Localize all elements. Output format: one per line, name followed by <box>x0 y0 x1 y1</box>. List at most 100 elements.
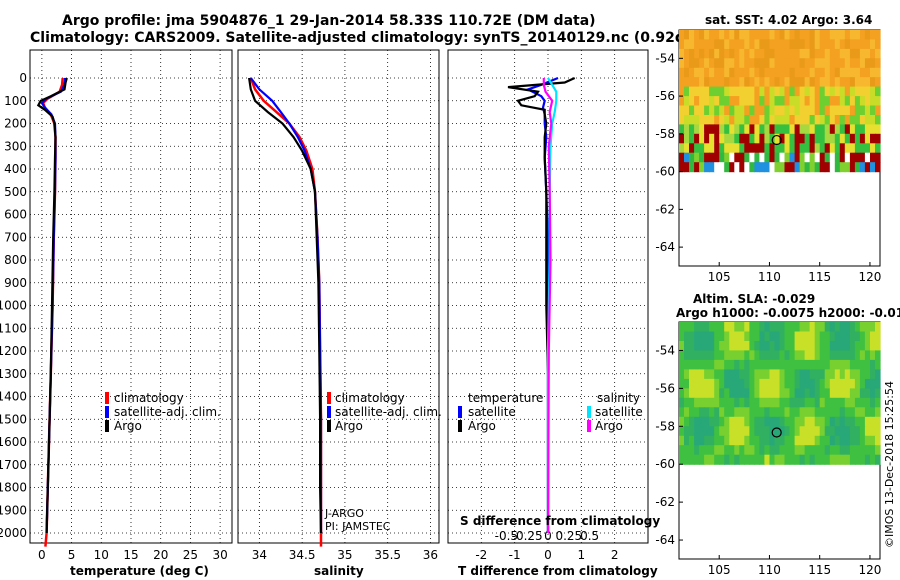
map-cell <box>754 67 760 78</box>
map-cell <box>704 124 710 135</box>
map-cell <box>724 454 730 465</box>
map-lat-label: -56 <box>655 381 675 395</box>
map-cell <box>744 388 750 399</box>
map-cell <box>819 115 826 125</box>
sla-map-title: Altim. SLA: -0.029 <box>693 292 815 306</box>
map-lat-label: -62 <box>655 495 675 509</box>
map-cell <box>779 341 786 352</box>
map-cell <box>849 162 856 173</box>
map-cell <box>694 162 700 173</box>
map-cell <box>774 426 781 437</box>
map-cell <box>875 77 881 88</box>
map-cell <box>714 58 720 69</box>
map-cell <box>679 454 685 465</box>
map-cell <box>754 350 760 361</box>
map-cell <box>870 426 876 437</box>
map-cell <box>729 48 735 59</box>
map-cell <box>749 124 755 135</box>
map-cell <box>719 30 725 40</box>
sst-map-panel: sat. SST: 4.02 Argo: 3.64 105 110 115 120 -5… <box>655 13 881 284</box>
map-cell <box>714 152 720 163</box>
map-lat-label: -60 <box>655 457 675 471</box>
map-cell <box>714 435 720 446</box>
map-cell <box>864 426 871 437</box>
map-cell <box>864 378 871 389</box>
map-cell <box>699 407 705 418</box>
map-cell <box>784 143 791 154</box>
map-cell <box>744 67 750 78</box>
map-cell <box>684 369 690 380</box>
map-cell <box>849 96 856 107</box>
map-cell <box>849 388 856 399</box>
map-cell <box>704 162 710 173</box>
map-cell <box>829 388 836 399</box>
map-cell <box>774 350 781 361</box>
map-cell <box>809 48 816 59</box>
map-cell <box>704 133 710 144</box>
map-lat-label: -58 <box>655 419 675 433</box>
depth-tick-label: 1200 <box>0 344 27 358</box>
map-cell <box>839 350 846 361</box>
map-cell <box>689 152 695 163</box>
map-cell <box>719 378 725 389</box>
map-cell <box>769 67 776 78</box>
map-cell <box>809 369 816 380</box>
map-cell <box>744 426 750 437</box>
map-cell <box>779 369 786 380</box>
map-cell <box>875 397 881 408</box>
map-cell <box>829 426 836 437</box>
map-cell <box>684 58 690 69</box>
map-cell <box>854 454 861 465</box>
map-cell <box>829 454 836 465</box>
map-cell <box>799 162 806 173</box>
map-cell <box>769 143 776 154</box>
map-cell <box>784 426 791 437</box>
map-cell <box>734 67 740 78</box>
map-lon-label: 115 <box>808 270 831 284</box>
map-cell <box>799 369 806 380</box>
map-cell <box>859 454 866 465</box>
map-cell <box>744 39 750 50</box>
s-diff-label: S difference from climatology <box>460 514 660 528</box>
map-cell <box>769 86 776 97</box>
map-cell <box>689 378 695 389</box>
map-cell <box>834 454 841 465</box>
map-cell <box>809 341 816 352</box>
map-cell <box>769 96 776 107</box>
map-cell <box>764 115 770 125</box>
map-cell <box>794 359 801 370</box>
map-cell <box>784 115 791 125</box>
map-cell <box>799 143 806 154</box>
map-cell <box>769 331 776 342</box>
map-cell <box>799 58 806 69</box>
map-cell <box>824 124 831 135</box>
map-cell <box>694 48 700 59</box>
map-cell <box>859 143 866 154</box>
map-cell <box>694 115 700 125</box>
depth-tick-label: 1000 <box>0 299 27 313</box>
map-cell <box>734 416 740 427</box>
map-cell <box>714 350 720 361</box>
map-cell <box>734 162 740 173</box>
map-cell <box>744 359 750 370</box>
map-cell <box>684 162 690 173</box>
map-cell <box>814 67 821 78</box>
depth-tick-label: 2000 <box>0 526 27 540</box>
map-cell <box>789 350 796 361</box>
map-cell <box>684 67 690 78</box>
map-cell <box>849 369 856 380</box>
map-cell <box>824 397 831 408</box>
map-cell <box>774 388 781 399</box>
map-cell <box>719 96 725 107</box>
map-cell <box>724 162 730 173</box>
sst-map-title: sat. SST: 4.02 Argo: 3.64 <box>705 13 872 27</box>
map-cell <box>729 96 735 107</box>
temperature-plot-frame <box>29 49 233 544</box>
depth-tick-label: 1800 <box>0 481 27 495</box>
map-cell <box>809 115 816 125</box>
map-cell <box>729 77 735 88</box>
map-cell <box>849 67 856 78</box>
map-cell <box>764 105 770 116</box>
map-cell <box>694 454 700 465</box>
map-cell <box>729 397 735 408</box>
